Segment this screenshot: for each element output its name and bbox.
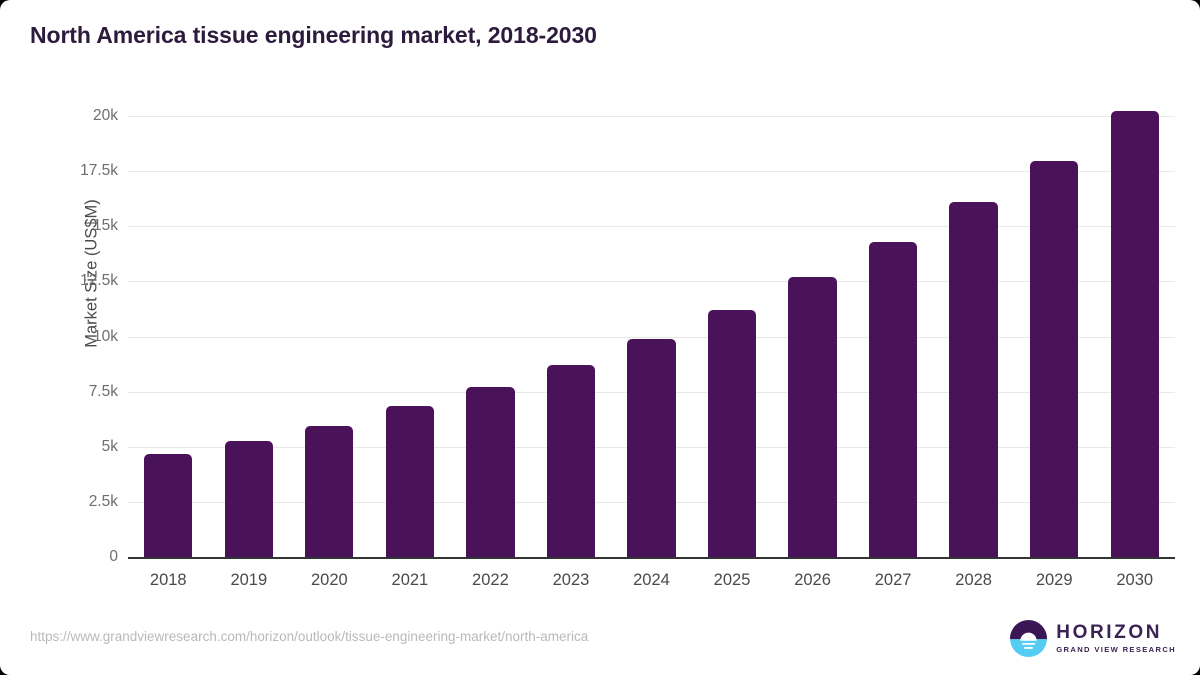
x-tick-slot: 2030 xyxy=(1094,116,1175,589)
y-axis-tick-label: 2.5k xyxy=(88,492,118,510)
y-axis-tick-label: 15k xyxy=(93,217,118,235)
bar-slot xyxy=(692,116,773,557)
bar-2018[interactable] xyxy=(144,454,193,557)
x-tick-slot: 2020 xyxy=(289,116,370,589)
y-axis-tick-label: 20k xyxy=(93,107,118,124)
bar-series xyxy=(128,110,1175,557)
x-axis-tick-label: 2026 xyxy=(794,571,831,589)
bar-slot xyxy=(772,116,853,557)
x-axis-tick-label: 2022 xyxy=(472,571,509,589)
horizon-logo[interactable]: HORIZON GRAND VIEW RESEARCH xyxy=(1010,618,1176,658)
x-tick-slot: 2025 xyxy=(692,116,773,589)
x-axis-tick-label: 2023 xyxy=(552,571,590,589)
y-axis-tick-label: 10k xyxy=(93,327,118,345)
gridline xyxy=(128,226,1175,228)
x-tick-slot: 2022 xyxy=(450,116,531,589)
x-tick-slot: 2027 xyxy=(853,116,934,589)
bar-2021[interactable] xyxy=(385,406,435,557)
bar-slot xyxy=(209,116,290,557)
bar-slot xyxy=(128,116,209,557)
logo-tagline: GRAND VIEW RESEARCH xyxy=(1056,644,1176,654)
bar-2022[interactable] xyxy=(466,387,515,557)
bar-slot xyxy=(450,116,531,557)
x-axis-tick-label: 2019 xyxy=(230,571,268,589)
x-tick-slot: 2028 xyxy=(933,116,1014,589)
y-axis-tick-label: 5k xyxy=(101,437,118,455)
bar-slot xyxy=(531,116,612,557)
plot-region: 0 2.5k 5k 7.5k 10k 12.5k 15k 17.5k 20k 2018 2019 2… xyxy=(80,107,1175,589)
bar-slot xyxy=(611,116,692,557)
logo-name: HORIZON xyxy=(1056,621,1163,643)
x-tick-slot: 2018 xyxy=(128,116,209,589)
gridline xyxy=(128,336,1175,338)
x-tick-slot: 2019 xyxy=(209,116,290,589)
bar-slot xyxy=(1014,116,1095,557)
x-axis-tick-label: 2029 xyxy=(1035,571,1073,589)
bar-2029[interactable] xyxy=(1030,160,1079,557)
x-axis-tick-label: 2024 xyxy=(633,571,670,589)
y-axis-tick-label: 12.5k xyxy=(80,272,118,290)
bar-2030[interactable] xyxy=(1110,110,1159,557)
x-axis-tick-label: 2020 xyxy=(310,571,348,589)
gridline xyxy=(128,557,1175,559)
x-axis-tick-label: 2030 xyxy=(1116,571,1154,589)
y-axis-tick-label: 7.5k xyxy=(88,382,118,400)
bar-slot xyxy=(289,116,370,557)
x-tick-slot: 2023 xyxy=(531,116,612,589)
gridline xyxy=(128,116,1175,117)
x-tick-slot: 2021 xyxy=(370,116,451,589)
bar-2027[interactable] xyxy=(868,242,918,557)
bar-2024[interactable] xyxy=(627,338,676,557)
bar-2019[interactable] xyxy=(224,441,273,557)
x-tick-slot: 2024 xyxy=(611,116,692,589)
logo-wordmark: HORIZON GRAND VIEW RESEARCH xyxy=(1056,623,1176,654)
bar-2025[interactable] xyxy=(707,309,757,557)
y-axis-tick-label: 17.5k xyxy=(80,162,118,180)
bar-2020[interactable] xyxy=(305,425,354,557)
x-tick-slot: 2029 xyxy=(1014,116,1095,589)
source-url[interactable]: https://www.grandviewresearch.com/horizo… xyxy=(30,629,589,644)
bar-slot xyxy=(1094,110,1175,557)
bar-2026[interactable] xyxy=(788,276,837,557)
x-axis-tick-label: 2028 xyxy=(955,571,992,589)
bar-slot xyxy=(370,116,451,557)
x-axis-tick-label: 2021 xyxy=(391,571,429,589)
bar-2023[interactable] xyxy=(546,364,596,557)
page-title: North America tissue engineering market,… xyxy=(30,22,597,48)
bar-slot xyxy=(933,116,1014,557)
x-tick-slot: 2026 xyxy=(772,116,853,589)
horizon-sunrise-circle-icon xyxy=(1010,619,1048,657)
gridline xyxy=(128,171,1175,173)
y-axis-tick-label: 0 xyxy=(109,548,118,565)
x-axis-tick-label: 2018 xyxy=(149,571,187,589)
gridline xyxy=(128,281,1175,283)
x-axis-tick-label: 2027 xyxy=(874,571,912,589)
bar-slot xyxy=(853,116,934,557)
bar-2028[interactable] xyxy=(949,202,998,557)
x-axis-tick-label: 2025 xyxy=(713,571,751,589)
